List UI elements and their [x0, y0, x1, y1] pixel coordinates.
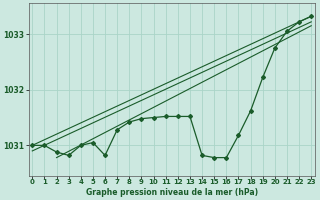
X-axis label: Graphe pression niveau de la mer (hPa): Graphe pression niveau de la mer (hPa): [86, 188, 258, 197]
